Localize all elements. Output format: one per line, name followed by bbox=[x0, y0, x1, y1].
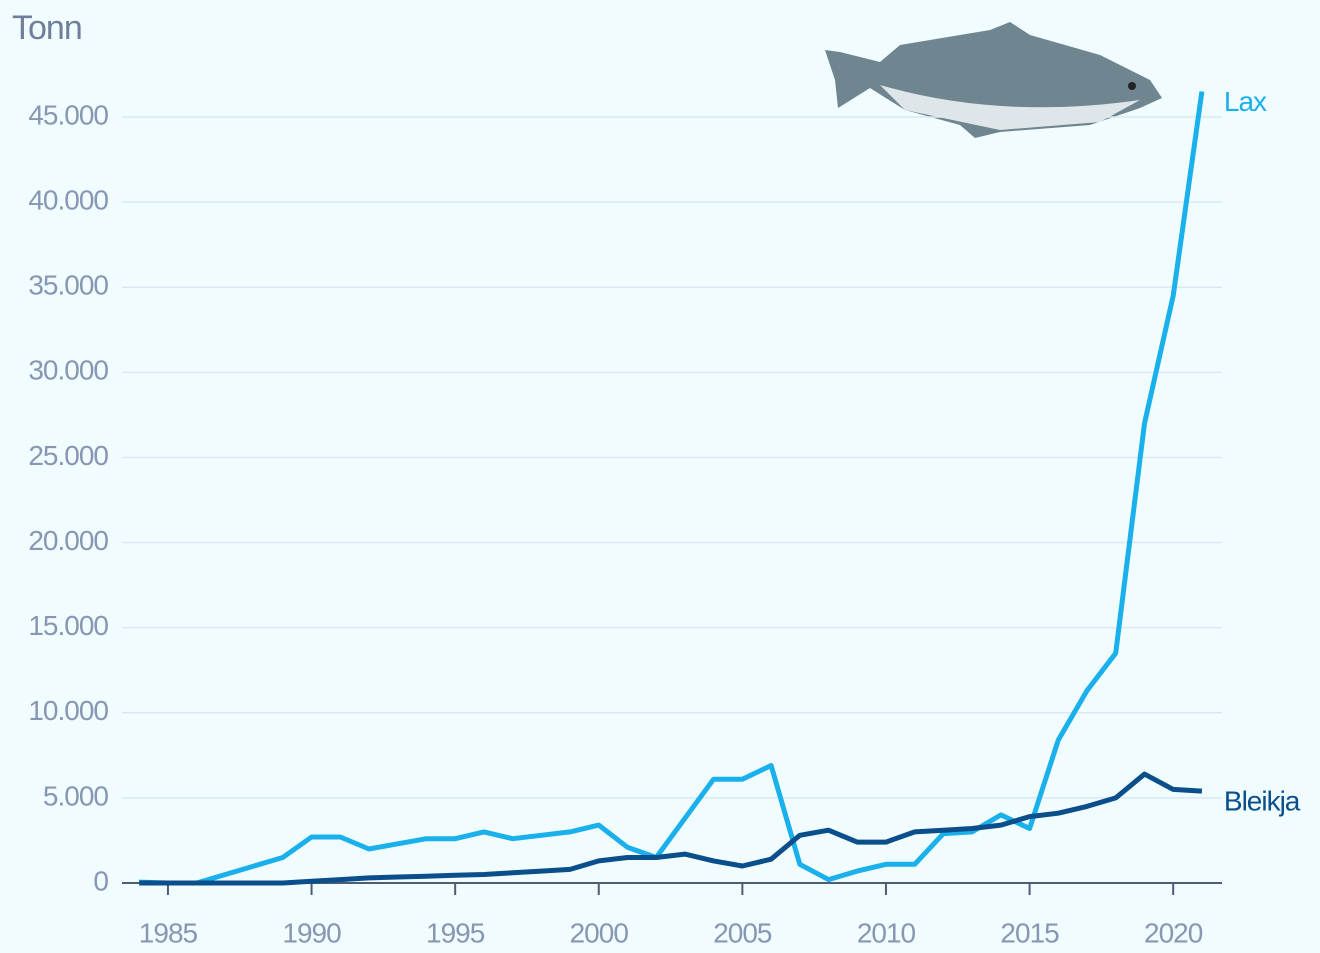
salmon-eye bbox=[1128, 82, 1136, 90]
series-label: Bleikja bbox=[1224, 785, 1301, 816]
y-tick-label: 40.000 bbox=[28, 185, 108, 216]
y-tick-label: 35.000 bbox=[28, 270, 108, 301]
salmon-belly bbox=[880, 85, 1140, 130]
y-tick-label: 0 bbox=[93, 865, 108, 896]
series-label: Lax bbox=[1224, 86, 1267, 117]
y-tick-label: 15.000 bbox=[28, 610, 108, 641]
y-tick-label: 25.000 bbox=[28, 440, 108, 471]
x-tick-label: 1985 bbox=[139, 917, 198, 948]
x-tick-label: 2010 bbox=[857, 917, 916, 948]
x-tick-label: 2000 bbox=[570, 917, 629, 948]
x-tick-label: 2015 bbox=[1000, 917, 1059, 948]
y-tick-label: 45.000 bbox=[28, 99, 108, 130]
x-tick-label: 1990 bbox=[282, 917, 341, 948]
x-tick-label: 1995 bbox=[426, 917, 485, 948]
y-tick-label: 10.000 bbox=[28, 695, 108, 726]
x-tick-label: 2020 bbox=[1144, 917, 1203, 948]
x-tick-label: 2005 bbox=[713, 917, 772, 948]
y-tick-label: 5.000 bbox=[43, 780, 108, 811]
series-line bbox=[139, 91, 1205, 886]
series-line bbox=[139, 771, 1203, 886]
salmon-illustration bbox=[825, 22, 1162, 138]
y-tick-label: 30.000 bbox=[28, 355, 108, 386]
y-axis-label: Tonn bbox=[12, 9, 82, 47]
y-tick-label: 20.000 bbox=[28, 525, 108, 556]
